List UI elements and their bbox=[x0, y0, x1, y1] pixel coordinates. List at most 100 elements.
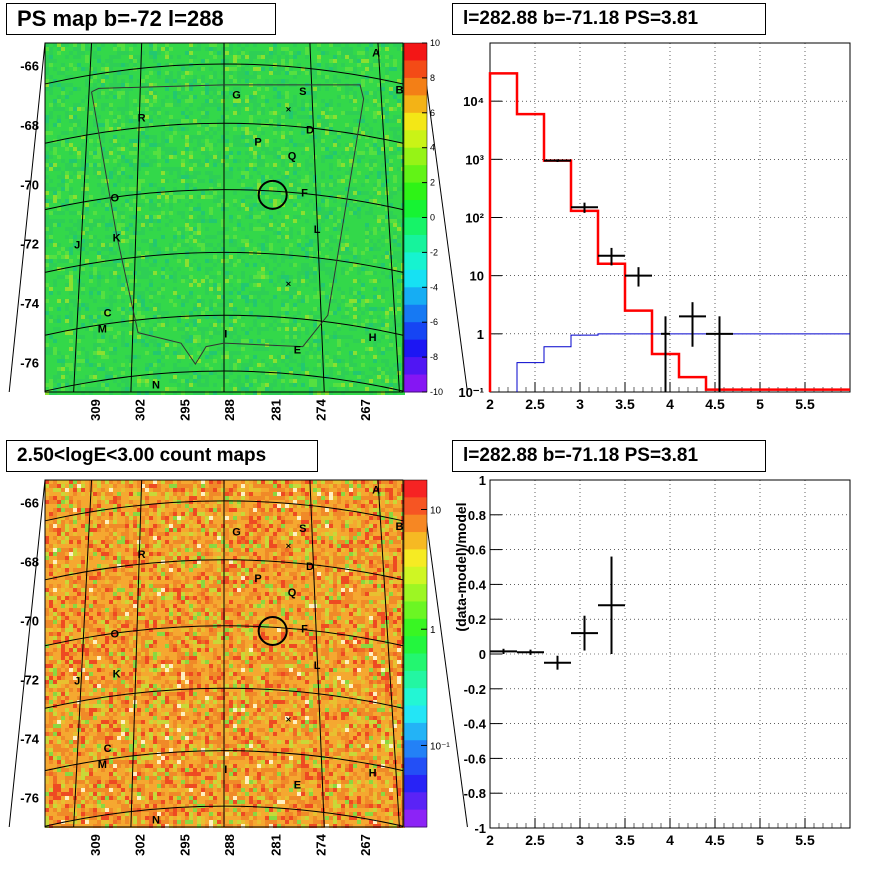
ps-map-pixel bbox=[65, 167, 69, 171]
ps-map-pixel bbox=[361, 143, 365, 147]
ps-map-pixel bbox=[61, 159, 65, 163]
ps-map-pixel bbox=[217, 47, 221, 51]
ps-map-pixel bbox=[277, 71, 281, 75]
ps-map-pixel bbox=[277, 223, 281, 227]
ps-map-pixel bbox=[337, 171, 341, 175]
ps-map-pixel bbox=[137, 107, 141, 111]
ps-map-pixel bbox=[209, 47, 213, 51]
ps-map-pixel bbox=[81, 91, 85, 95]
ps-map-pixel bbox=[61, 167, 65, 171]
ps-map-pixel bbox=[313, 259, 317, 263]
ps-map-pixel bbox=[177, 67, 181, 71]
ps-map-pixel bbox=[293, 215, 297, 219]
ps-map-pixel bbox=[65, 255, 69, 259]
ps-map-pixel bbox=[393, 47, 397, 51]
ps-map-pixel bbox=[153, 75, 157, 79]
ps-map-pixel bbox=[293, 199, 297, 203]
ps-map-pixel bbox=[325, 107, 329, 111]
ps-map-pixel bbox=[397, 187, 401, 191]
ps-map-pixel bbox=[317, 191, 321, 195]
ps-map-pixel bbox=[313, 111, 317, 115]
ps-map-pixel bbox=[345, 251, 349, 255]
ps-map-pixel bbox=[229, 263, 233, 267]
ps-map-pixel bbox=[157, 67, 161, 71]
ps-map-pixel bbox=[345, 63, 349, 67]
ps-map-pixel bbox=[85, 63, 89, 67]
ps-map-pixel bbox=[349, 123, 353, 127]
ps-map-pixel bbox=[361, 79, 365, 83]
ps-map-pixel bbox=[377, 119, 381, 123]
ps-map-pixel bbox=[229, 75, 233, 79]
ps-map-pixel bbox=[225, 47, 229, 51]
ps-map-pixel bbox=[397, 235, 401, 239]
ps-map-pixel bbox=[269, 115, 273, 119]
ps-map-pixel bbox=[113, 55, 117, 59]
ps-map-pixel bbox=[97, 75, 101, 79]
ps-map-pixel bbox=[45, 115, 49, 119]
ps-map-pixel bbox=[213, 231, 217, 235]
ps-map-pixel bbox=[81, 63, 85, 67]
ps-map-pixel bbox=[225, 219, 229, 223]
ps-map-pixel bbox=[61, 179, 65, 183]
ps-map-pixel bbox=[341, 75, 345, 79]
ps-map-pixel bbox=[165, 143, 169, 147]
ps-map-pixel bbox=[101, 211, 105, 215]
ps-map-pixel bbox=[113, 135, 117, 139]
ps-map-pixel bbox=[109, 135, 113, 139]
ps-map-pixel bbox=[161, 87, 165, 91]
ps-map-pixel bbox=[169, 151, 173, 155]
ps-map-pixel bbox=[205, 159, 209, 163]
ps-map-pixel bbox=[329, 123, 333, 127]
ps-map-pixel bbox=[261, 195, 265, 199]
ps-map-pixel bbox=[77, 59, 81, 63]
ps-map-pixel bbox=[289, 219, 293, 223]
ps-map-pixel bbox=[201, 235, 205, 239]
ps-map-pixel bbox=[189, 79, 193, 83]
ps-map-pixel bbox=[61, 87, 65, 91]
ps-map-pixel bbox=[129, 247, 133, 251]
ps-map-pixel bbox=[161, 215, 165, 219]
ps-map-pixel bbox=[305, 211, 309, 215]
ps-map-pixel bbox=[281, 171, 285, 175]
ps-map-pixel bbox=[49, 231, 53, 235]
ps-map-pixel bbox=[241, 235, 245, 239]
ps-map-pixel bbox=[389, 127, 393, 131]
ps-map-pixel bbox=[213, 207, 217, 211]
ps-map-pixel bbox=[281, 75, 285, 79]
ps-map-pixel bbox=[105, 91, 109, 95]
ps-map-pixel bbox=[277, 175, 281, 179]
ps-map-pixel bbox=[181, 115, 185, 119]
ps-map-pixel bbox=[245, 127, 249, 131]
ps-map-pixel bbox=[101, 115, 105, 119]
ps-map-pixel bbox=[85, 207, 89, 211]
ps-map-pixel bbox=[129, 231, 133, 235]
ps-map-pixel bbox=[289, 227, 293, 231]
ps-map-pixel bbox=[169, 95, 173, 99]
ps-map-pixel bbox=[293, 99, 297, 103]
ps-map-pixel bbox=[353, 107, 357, 111]
ps-map-pixel bbox=[109, 79, 113, 83]
ps-map-pixel bbox=[65, 95, 69, 99]
ps-map-pixel bbox=[209, 87, 213, 91]
ps-map-pixel bbox=[345, 115, 349, 119]
ps-map-pixel bbox=[237, 191, 241, 195]
ps-map-pixel bbox=[101, 87, 105, 91]
ps-map-pixel bbox=[369, 159, 373, 163]
ps-map-pixel bbox=[165, 235, 169, 239]
ps-map-pixel bbox=[101, 247, 105, 251]
ps-map-pixel bbox=[105, 127, 109, 131]
ps-map-pixel bbox=[173, 59, 177, 63]
ps-map-pixel bbox=[325, 59, 329, 63]
ps-map-pixel bbox=[325, 51, 329, 55]
ps-map-pixel bbox=[121, 219, 125, 223]
ps-map-pixel bbox=[177, 139, 181, 143]
ps-map-pixel bbox=[397, 175, 401, 179]
ps-map-pixel bbox=[153, 115, 157, 119]
ps-map-pixel bbox=[49, 71, 53, 75]
ps-map-pixel bbox=[117, 99, 121, 103]
ps-map-pixel bbox=[97, 243, 101, 247]
ps-map-pixel bbox=[105, 239, 109, 243]
ps-map-pixel bbox=[329, 155, 333, 159]
ps-map-pixel bbox=[345, 67, 349, 71]
ps-map-pixel bbox=[69, 131, 73, 135]
